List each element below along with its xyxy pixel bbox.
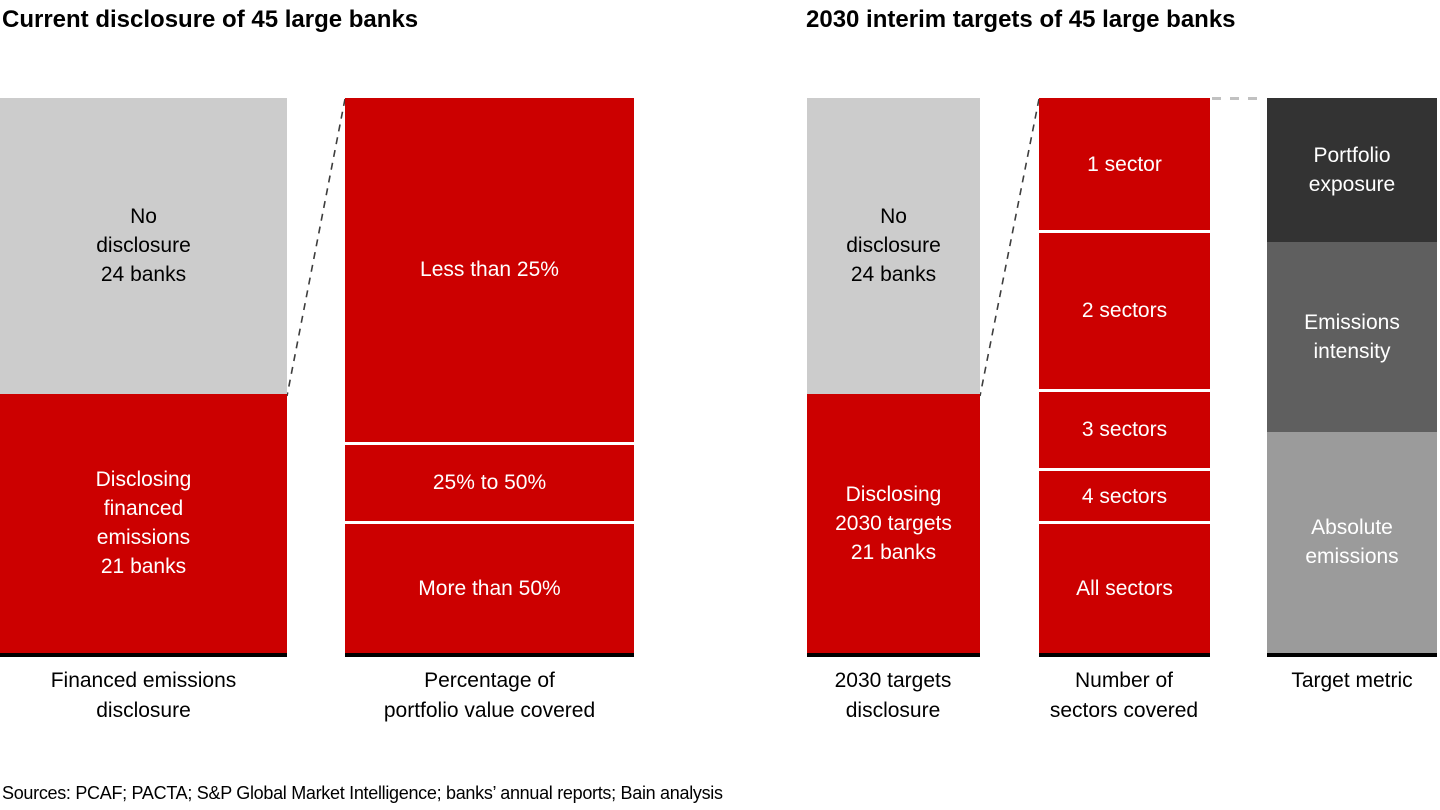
segment-label: Portfolio exposure	[1308, 143, 1396, 196]
bar-financed-emissions-disclosure: No disclosure 24 banks Disclosing financ…	[0, 98, 287, 657]
panel-title-current-disclosure: Current disclosure of 45 large banks	[2, 6, 419, 33]
source-note: Sources: PCAF; PACTA; S&P Global Market …	[2, 783, 723, 803]
segment-less-than-25pct: Less than 25%	[345, 98, 634, 442]
axis-label-financed-emissions-disclosure: Financed emissions disclosure	[50, 669, 237, 722]
segment-label: More than 50%	[418, 576, 561, 600]
segment-more-than-50pct: More than 50%	[345, 520, 634, 653]
segment-label: Absolute emissions	[1305, 516, 1399, 569]
segment-disclosing-financed-emissions: Disclosing financed emissions 21 banks	[0, 393, 287, 653]
segment-label: 1 sector	[1087, 152, 1162, 176]
segment-no-disclosure: No disclosure 24 banks	[807, 98, 980, 394]
segment-disclosing-2030-targets: Disclosing 2030 targets 21 banks	[807, 393, 980, 653]
segment-label: 4 sectors	[1081, 484, 1168, 508]
axis-label-portfolio-value-covered: Percentage of portfolio value covered	[383, 669, 596, 722]
bar-portfolio-value-covered: Less than 25% 25% to 50% More than 50%	[345, 98, 634, 657]
axis-label-target-metric: Target metric	[1291, 669, 1413, 692]
segment-all-sectors: All sectors	[1039, 520, 1210, 653]
axis-label-number-of-sectors-covered: Number of sectors covered	[1049, 669, 1199, 722]
segment-label: Disclosing financed emissions 21 banks	[95, 468, 192, 579]
segment-absolute-emissions: Absolute emissions	[1267, 431, 1437, 653]
segment-portfolio-exposure: Portfolio exposure	[1267, 98, 1437, 242]
bar-target-metric: Portfolio exposure Emissions intensity A…	[1267, 98, 1437, 657]
segment-label: 2 sectors	[1081, 299, 1168, 323]
segment-label: All sectors	[1076, 576, 1173, 600]
segment-emissions-intensity: Emissions intensity	[1267, 241, 1437, 432]
segment-4-sectors: 4 sectors	[1039, 468, 1210, 521]
segment-2-sectors: 2 sectors	[1039, 230, 1210, 389]
segment-label: No disclosure 24 banks	[96, 205, 191, 287]
segment-label: 3 sectors	[1081, 418, 1168, 442]
segment-25-to-50pct: 25% to 50%	[345, 441, 634, 521]
axis-label-2030-targets-disclosure: 2030 targets disclosure	[834, 669, 952, 722]
bar-number-of-sectors-covered: 1 sector 2 sectors 3 sectors 4 sectors A…	[1039, 98, 1210, 657]
segment-label: Disclosing 2030 targets 21 banks	[835, 482, 952, 564]
segment-label: Less than 25%	[420, 258, 559, 282]
segment-label: 25% to 50%	[432, 471, 547, 495]
segment-1-sector: 1 sector	[1039, 98, 1210, 231]
segment-no-disclosure: No disclosure 24 banks	[0, 98, 287, 394]
connector-dashed-right-diagonal	[979, 98, 1040, 397]
segment-3-sectors: 3 sectors	[1039, 388, 1210, 469]
segment-label: Emissions intensity	[1304, 310, 1400, 363]
connector-dashed-left-diagonal	[286, 98, 346, 397]
segment-label: No disclosure 24 banks	[846, 205, 941, 287]
panel-title-2030-targets: 2030 interim targets of 45 large banks	[806, 6, 1236, 33]
bar-2030-targets-disclosure: No disclosure 24 banks Disclosing 2030 t…	[807, 98, 980, 657]
